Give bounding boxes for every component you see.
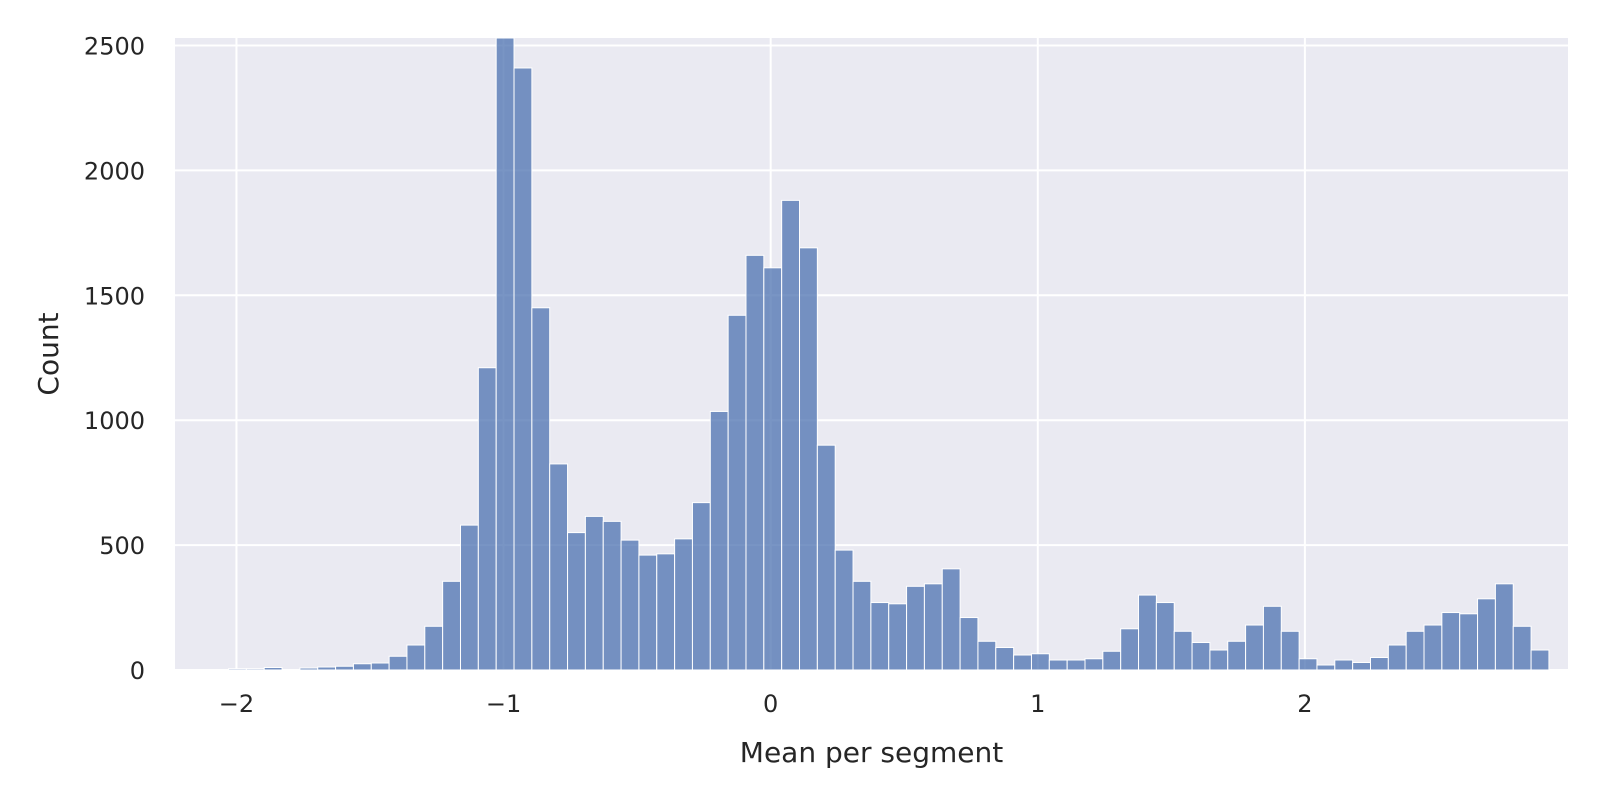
y-tick-label: 1500: [84, 282, 145, 310]
histogram-bar: [477, 367, 497, 671]
histogram-bar: [1459, 613, 1479, 671]
histogram-bar: [1155, 602, 1175, 671]
histogram-bar: [442, 580, 461, 671]
histogram-bar: [977, 640, 997, 671]
histogram-bar: [995, 647, 1015, 671]
x-tick-label: 1: [1030, 690, 1045, 718]
histogram-bar: [941, 568, 961, 671]
histogram-bar: [799, 247, 818, 671]
histogram-bar: [888, 603, 908, 671]
x-axis-label: Mean per segment: [740, 736, 1003, 769]
histogram-bar: [352, 663, 372, 671]
histogram-bar: [870, 602, 890, 671]
histogram-bar: [317, 666, 337, 671]
histogram-bar: [459, 524, 479, 671]
histogram-bars: [228, 37, 1550, 671]
histogram-bar: [691, 502, 711, 671]
histogram-bar: [781, 199, 801, 671]
histogram-bar: [1280, 630, 1300, 671]
histogram-bar: [299, 667, 319, 671]
histogram-bar: [834, 549, 854, 671]
histogram-bar: [1227, 640, 1247, 671]
histogram-bar: [1316, 664, 1336, 671]
histogram-bar: [1262, 605, 1282, 671]
y-axis-label: Count: [32, 312, 65, 395]
histogram-bar: [620, 539, 640, 671]
histogram-bar: [1530, 649, 1550, 671]
x-tick-label: −2: [219, 690, 254, 718]
y-tick-label: 500: [99, 532, 145, 560]
histogram-bar: [1084, 658, 1104, 671]
histogram-bar: [745, 254, 765, 671]
histogram-bar: [513, 67, 533, 671]
x-tick-label: 0: [763, 690, 778, 718]
histogram-bar: [1173, 630, 1193, 671]
histogram-bar: [852, 580, 872, 671]
histogram-bar: [763, 267, 783, 671]
histogram-bar: [1298, 658, 1318, 671]
histogram-bar: [245, 668, 265, 671]
histogram-bar: [1013, 654, 1032, 671]
histogram-bar: [1138, 594, 1157, 671]
histogram-bar: [1441, 612, 1461, 671]
histogram-bar: [674, 538, 693, 671]
histogram-bar: [1369, 657, 1389, 671]
histogram-bar: [709, 410, 729, 671]
histogram-bar: [602, 520, 622, 671]
histogram-bar: [1209, 649, 1229, 671]
histogram-bar: [1102, 650, 1122, 671]
y-tick-label: 2500: [84, 32, 145, 60]
y-tick-label: 1000: [84, 407, 145, 435]
histogram-bar: [1494, 583, 1514, 671]
histogram-bar: [495, 37, 515, 671]
histogram-bar: [1512, 625, 1532, 671]
histogram-bar: [1048, 659, 1068, 671]
histogram-bar: [1030, 653, 1050, 671]
histogram-bar: [923, 583, 943, 671]
histogram-bar: [549, 463, 569, 671]
x-tick-label: −1: [486, 690, 521, 718]
histogram-bar: [370, 662, 390, 671]
plot-background: [175, 38, 1568, 670]
y-tick-label: 0: [130, 657, 145, 685]
histogram-bar: [1352, 662, 1371, 671]
histogram-bar: [959, 617, 979, 671]
histogram-bar: [656, 553, 676, 671]
y-tick-labels: 0 500 1000 1500 2000 2500: [84, 32, 145, 685]
histogram-bar: [1334, 659, 1354, 671]
histogram-bar: [1423, 624, 1443, 671]
histogram-bar: [1405, 630, 1425, 671]
x-tick-label: 2: [1297, 690, 1312, 718]
histogram-bar: [424, 625, 444, 671]
histogram-bar: [567, 532, 586, 671]
histogram-bar: [1191, 642, 1211, 671]
x-tick-labels: −2 −1 0 1 2: [219, 690, 1313, 718]
histogram-bar: [1066, 659, 1086, 671]
histogram-bar: [1387, 644, 1407, 671]
histogram-bar: [531, 307, 551, 671]
histogram-bar: [263, 667, 283, 671]
histogram-bar: [906, 585, 925, 671]
histogram-bar: [406, 644, 426, 671]
histogram-bar: [638, 554, 658, 671]
histogram-bar: [1477, 598, 1496, 671]
histogram-bar: [388, 655, 408, 671]
histogram-bar: [1120, 628, 1140, 671]
histogram-bar: [1245, 624, 1264, 671]
y-tick-label: 2000: [84, 157, 145, 185]
histogram-bar: [335, 665, 354, 671]
histogram-bar: [228, 668, 247, 671]
histogram-bar: [816, 444, 836, 671]
histogram-bar: [584, 515, 604, 671]
histogram-bar: [727, 314, 747, 671]
